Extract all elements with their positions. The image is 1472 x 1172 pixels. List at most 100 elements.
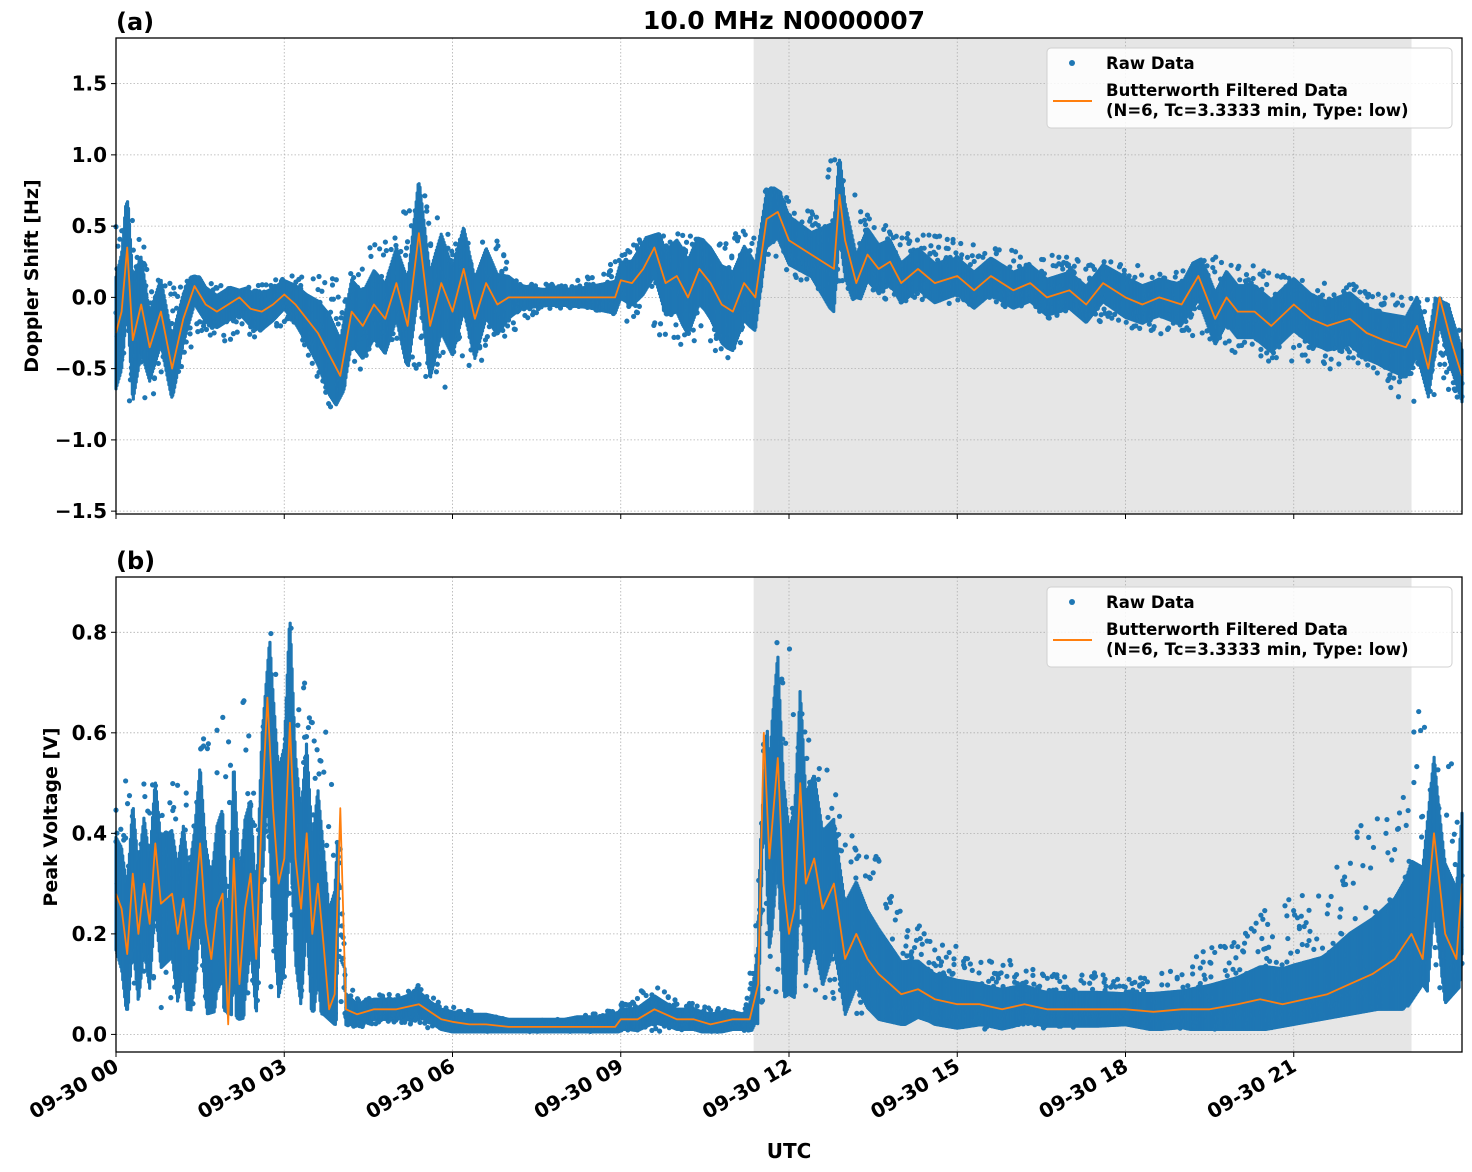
- raw-data-point: [858, 209, 864, 215]
- raw-data-point: [1012, 249, 1019, 255]
- raw-data-point: [959, 252, 965, 258]
- raw-data-point: [663, 243, 669, 249]
- raw-data-point: [177, 284, 184, 290]
- raw-data-point: [1243, 272, 1250, 278]
- raw-data-point: [1165, 325, 1172, 331]
- raw-data-point: [227, 336, 234, 342]
- raw-data-point: [914, 290, 921, 297]
- raw-data-point: [1369, 294, 1376, 300]
- raw-data-point: [832, 157, 838, 163]
- raw-data-point: [680, 232, 686, 238]
- raw-data-point: [765, 251, 771, 257]
- raw-data-point: [634, 310, 641, 316]
- raw-data-point: [1201, 258, 1207, 264]
- raw-data-point: [911, 294, 918, 300]
- figure-title: 10.0 MHz N0000007: [643, 6, 925, 35]
- raw-data-point: [504, 259, 510, 265]
- panel-b-voltage: (b) Peak Voltage [V] 0.00.20.40.60.8 09-…: [25, 547, 1465, 1124]
- raw-data-point: [398, 248, 404, 255]
- raw-data-point: [1097, 318, 1103, 325]
- raw-data-point: [936, 244, 942, 250]
- raw-data-point: [1336, 361, 1342, 367]
- raw-data-point: [501, 253, 507, 259]
- raw-data-point: [919, 296, 925, 303]
- raw-data-point: [310, 276, 316, 282]
- raw-data-point: [245, 790, 251, 797]
- raw-data-point: [1388, 384, 1394, 391]
- raw-data-point: [808, 215, 814, 222]
- y-tick-label: 0.5: [72, 214, 107, 238]
- raw-data-point: [1212, 269, 1218, 275]
- raw-data-point: [187, 325, 193, 331]
- raw-data-point: [148, 289, 155, 295]
- raw-data-point: [321, 769, 327, 775]
- raw-data-point: [378, 273, 385, 280]
- raw-data-point: [1381, 301, 1387, 307]
- raw-data-point: [1424, 297, 1430, 303]
- raw-data-point: [691, 338, 697, 344]
- raw-data-point: [1146, 321, 1152, 327]
- raw-data-point: [314, 373, 320, 379]
- raw-data-point: [649, 283, 655, 289]
- raw-data-point: [183, 802, 189, 808]
- raw-data-point: [883, 296, 889, 302]
- raw-data-point: [118, 826, 124, 832]
- y-tick-label: 0.0: [72, 285, 107, 309]
- raw-data-point: [442, 384, 448, 390]
- raw-data-point: [1060, 266, 1066, 272]
- raw-data-point: [1353, 284, 1359, 290]
- raw-data-point: [368, 253, 374, 259]
- raw-data-point: [1259, 286, 1265, 292]
- raw-data-point: [301, 685, 307, 691]
- raw-data-point: [436, 353, 442, 359]
- raw-data-point: [193, 965, 199, 972]
- raw-data-point: [1121, 271, 1127, 277]
- raw-data-point: [465, 240, 471, 246]
- raw-data-point: [246, 284, 252, 290]
- raw-data-point: [187, 331, 193, 337]
- raw-data-point: [905, 231, 911, 237]
- raw-data-point: [413, 365, 419, 371]
- raw-data-point: [791, 210, 797, 216]
- raw-data-point: [392, 235, 398, 241]
- raw-data-point: [147, 810, 153, 816]
- raw-data-point: [220, 714, 226, 720]
- raw-data-point: [312, 775, 318, 781]
- raw-data-point: [296, 707, 302, 713]
- raw-data-point: [367, 245, 373, 251]
- raw-data-point: [142, 262, 148, 268]
- raw-data-point: [221, 332, 227, 338]
- raw-data-point: [1370, 365, 1377, 371]
- raw-data-point: [1117, 261, 1124, 268]
- raw-data-point: [126, 793, 133, 799]
- raw-data-point: [263, 282, 269, 288]
- raw-data-point: [150, 973, 157, 980]
- raw-data-point: [887, 231, 894, 237]
- raw-data-point: [248, 803, 254, 809]
- raw-data-point: [1258, 353, 1264, 359]
- raw-data-point: [254, 997, 261, 1004]
- raw-data-point: [214, 727, 220, 733]
- raw-data-point: [993, 299, 999, 305]
- raw-data-point: [893, 233, 899, 239]
- raw-data-point: [747, 247, 753, 254]
- raw-data-point: [318, 758, 324, 764]
- raw-data-point: [799, 219, 805, 225]
- raw-data-point: [1374, 370, 1380, 376]
- raw-data-point: [739, 324, 745, 330]
- raw-data-point: [380, 252, 387, 258]
- raw-data-point: [1137, 325, 1143, 331]
- legend-filtered-params: (N=6, Tc=3.3333 min, Type: low): [1106, 101, 1409, 120]
- raw-data-point: [150, 391, 157, 397]
- raw-data-point: [450, 252, 456, 258]
- raw-data-point: [295, 722, 301, 728]
- raw-data-point: [982, 250, 988, 257]
- raw-data-point: [173, 816, 179, 822]
- raw-data-point: [301, 680, 308, 686]
- raw-data-point: [607, 268, 614, 274]
- raw-data-point: [188, 344, 194, 350]
- raw-data-point: [329, 282, 336, 288]
- y-tick-label: 1.5: [72, 72, 107, 96]
- raw-data-point: [1115, 317, 1122, 323]
